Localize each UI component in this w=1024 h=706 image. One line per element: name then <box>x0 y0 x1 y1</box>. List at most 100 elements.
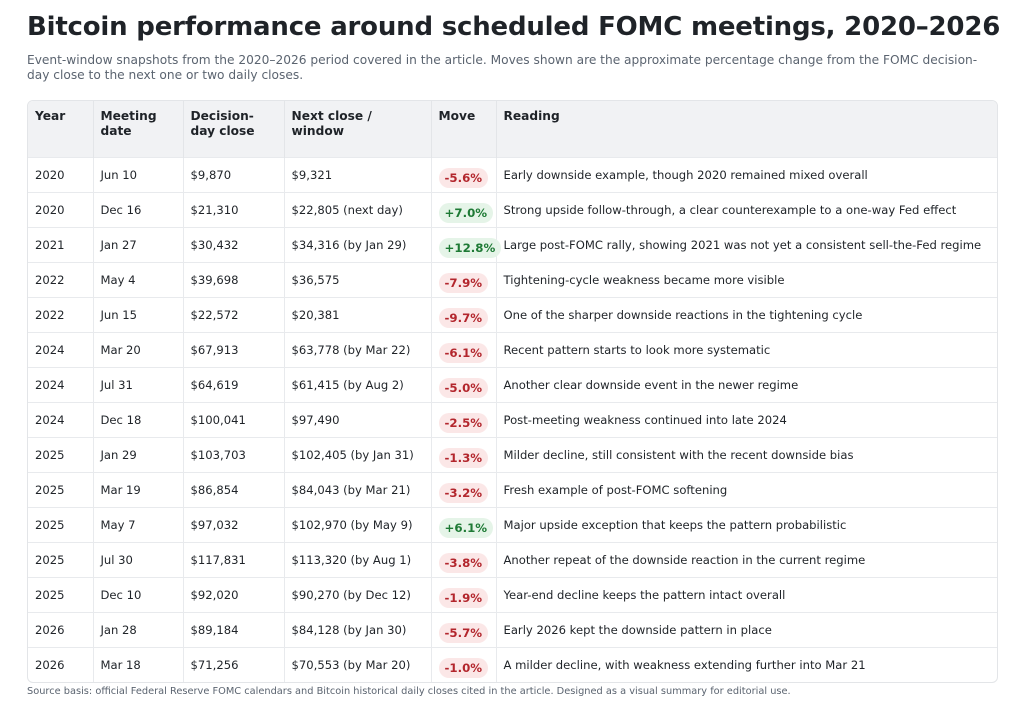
table-row: 2026 Jan 28 $89,184 $84,128 (by Jan 30) -5.7… <box>28 612 997 648</box>
table-row: 2020 Jun 10 $9,870 $9,321 -5.6% Early downsid… <box>28 157 997 193</box>
table-cell: $102,970 (by May 9) <box>284 507 432 543</box>
table-cell: Year-end decline keeps the pattern intac… <box>496 577 997 613</box>
table-cell: $84,043 (by Mar 21) <box>284 472 432 508</box>
table-cell: 2025 <box>28 577 94 613</box>
move-cell: -1.0% <box>431 647 497 682</box>
table-cell: $103,703 <box>183 437 285 473</box>
table-cell: 2026 <box>28 647 94 682</box>
table-cell: Tightening-cycle weakness became more vi… <box>496 262 997 298</box>
table-cell: Jun 10 <box>93 157 184 193</box>
table-cell: $100,041 <box>183 402 285 438</box>
move-cell: +6.1% <box>431 507 497 543</box>
column-header: Next close / window <box>284 101 432 158</box>
move-cell: -3.8% <box>431 542 497 578</box>
table-cell: $97,490 <box>284 402 432 438</box>
table-cell: Jul 30 <box>93 542 184 578</box>
move-cell: -5.7% <box>431 612 497 648</box>
move-cell: -5.6% <box>431 157 497 193</box>
move-cell: -3.2% <box>431 472 497 508</box>
column-header: Year <box>28 101 94 158</box>
move-badge: -3.8% <box>438 553 489 573</box>
table-cell: $21,310 <box>183 192 285 228</box>
table-row: 2025 Mar 19 $86,854 $84,043 (by Mar 21) -3.2… <box>28 472 997 508</box>
move-badge: +7.0% <box>438 203 494 223</box>
header-row: Year Meeting date Decision-day close Next c… <box>28 101 997 158</box>
table-cell: 2025 <box>28 507 94 543</box>
table-cell: $71,256 <box>183 647 285 682</box>
table-cell: Dec 18 <box>93 402 184 438</box>
move-cell: +7.0% <box>431 192 497 228</box>
table-cell: Dec 16 <box>93 192 184 228</box>
table-cell: A milder decline, with weakness extendin… <box>496 647 997 682</box>
move-badge: -2.5% <box>438 413 489 433</box>
table-cell: $64,619 <box>183 367 285 403</box>
table-cell: One of the sharper downside reactions in… <box>496 297 997 333</box>
table-cell: May 4 <box>93 262 184 298</box>
table-cell: Major upside exception that keeps the pa… <box>496 507 997 543</box>
table-cell: Jun 15 <box>93 297 184 333</box>
table-cell: 2025 <box>28 472 94 508</box>
table-cell: $39,698 <box>183 262 285 298</box>
table-cell: $113,320 (by Aug 1) <box>284 542 432 578</box>
table-row: 2025 Jul 30 $117,831 $113,320 (by Aug 1) -3.… <box>28 542 997 578</box>
table-cell: Early 2026 kept the downside pattern in … <box>496 612 997 648</box>
table-cell: Fresh example of post-FOMC softening <box>496 472 997 508</box>
table-cell: 2024 <box>28 332 94 368</box>
table-cell: $9,870 <box>183 157 285 193</box>
table-cell: $70,553 (by Mar 20) <box>284 647 432 682</box>
table-cell: Post-meeting weakness continued into lat… <box>496 402 997 438</box>
table-cell: $117,831 <box>183 542 285 578</box>
move-badge: -1.0% <box>438 658 489 678</box>
move-badge: -5.6% <box>438 168 489 188</box>
table-cell: $61,415 (by Aug 2) <box>284 367 432 403</box>
table-row: 2025 Jan 29 $103,703 $102,405 (by Jan 31) -1… <box>28 437 997 473</box>
move-badge: -9.7% <box>438 308 489 328</box>
move-cell: -6.1% <box>431 332 497 368</box>
table-cell: 2022 <box>28 262 94 298</box>
table-body: 2020 Jun 10 $9,870 $9,321 -5.6% Early downsid… <box>28 157 997 682</box>
move-badge: -5.0% <box>438 378 489 398</box>
table-cell: $34,316 (by Jan 29) <box>284 227 432 263</box>
table-row: 2021 Jan 27 $30,432 $34,316 (by Jan 29) +12.… <box>28 227 997 263</box>
move-badge: -5.7% <box>438 623 489 643</box>
column-header: Move <box>431 101 497 158</box>
move-badge: -3.2% <box>438 483 489 503</box>
table-cell: $92,020 <box>183 577 285 613</box>
table-cell: Large post-FOMC rally, showing 2021 was … <box>496 227 997 263</box>
table-row: 2024 Mar 20 $67,913 $63,778 (by Mar 22) -6.1… <box>28 332 997 368</box>
move-cell: -7.9% <box>431 262 497 298</box>
move-badge: -7.9% <box>438 273 489 293</box>
table-row: 2025 May 7 $97,032 $102,970 (by May 9) +6.1%… <box>28 507 997 543</box>
table-cell: $20,381 <box>284 297 432 333</box>
table-cell: $22,572 <box>183 297 285 333</box>
table-cell: Mar 18 <box>93 647 184 682</box>
table-cell: $86,854 <box>183 472 285 508</box>
table-cell: 2025 <box>28 437 94 473</box>
table-row: 2024 Jul 31 $64,619 $61,415 (by Aug 2) -5.0%… <box>28 367 997 403</box>
table-cell: 2020 <box>28 157 94 193</box>
move-badge: -1.3% <box>438 448 489 468</box>
table-row: 2020 Dec 16 $21,310 $22,805 (next day) +7.0%… <box>28 192 997 228</box>
footer: Source basis: official Federal Reserve F… <box>27 686 791 697</box>
table-cell: $36,575 <box>284 262 432 298</box>
table-cell: $84,128 (by Jan 30) <box>284 612 432 648</box>
table-row: 2022 May 4 $39,698 $36,575 -7.9% Tightening-c… <box>28 262 997 298</box>
title: Bitcoin performance around scheduled FOM… <box>27 12 1001 42</box>
table-cell: $22,805 (next day) <box>284 192 432 228</box>
table-cell: Another clear downside event in the newe… <box>496 367 997 403</box>
table-row: 2025 Dec 10 $92,020 $90,270 (by Dec 12) -1.9… <box>28 577 997 613</box>
table-cell: 2021 <box>28 227 94 263</box>
table-cell: $90,270 (by Dec 12) <box>284 577 432 613</box>
table-cell: May 7 <box>93 507 184 543</box>
table-cell: $89,184 <box>183 612 285 648</box>
table-cell: $97,032 <box>183 507 285 543</box>
move-cell: -2.5% <box>431 402 497 438</box>
table-cell: Jan 27 <box>93 227 184 263</box>
table-cell: $67,913 <box>183 332 285 368</box>
column-header: Meeting date <box>93 101 184 158</box>
move-cell: -1.9% <box>431 577 497 613</box>
table-cell: 2024 <box>28 367 94 403</box>
table-row: 2024 Dec 18 $100,041 $97,490 -2.5% Post-meeti… <box>28 402 997 438</box>
table-row: 2022 Jun 15 $22,572 $20,381 -9.7% One of the … <box>28 297 997 333</box>
